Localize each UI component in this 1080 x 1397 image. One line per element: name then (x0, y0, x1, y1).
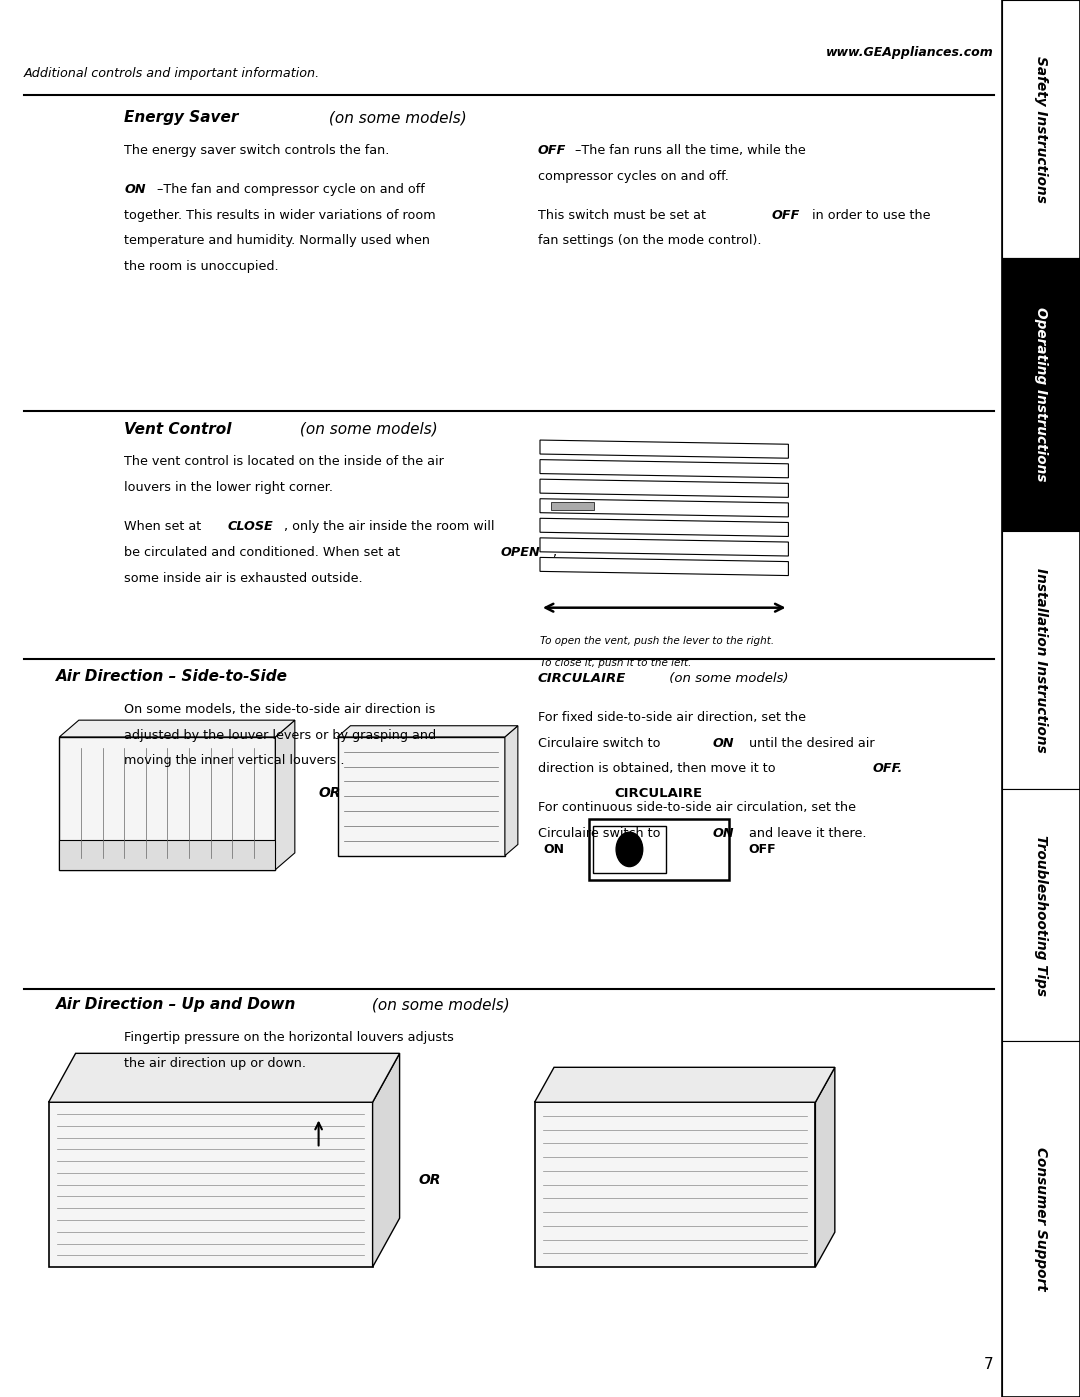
Polygon shape (505, 726, 518, 855)
Text: –The fan and compressor cycle on and off: –The fan and compressor cycle on and off (157, 183, 424, 196)
Text: Operating Instructions: Operating Instructions (1035, 307, 1048, 482)
Text: the room is unoccupied.: the room is unoccupied. (124, 260, 279, 274)
Text: (on some models): (on some models) (367, 997, 510, 1013)
Polygon shape (49, 1053, 400, 1102)
Bar (59, 841, 275, 869)
Text: CIRCULAIRE: CIRCULAIRE (538, 672, 626, 685)
Text: OFF: OFF (748, 842, 777, 856)
FancyBboxPatch shape (59, 738, 275, 869)
Text: Air Direction – Side-to-Side: Air Direction – Side-to-Side (56, 669, 288, 685)
Text: On some models, the side-to-side air direction is: On some models, the side-to-side air dir… (124, 703, 435, 715)
Text: To open the vent, push the lever to the right.: To open the vent, push the lever to the … (540, 636, 774, 645)
Text: ON: ON (544, 842, 565, 856)
Text: temperature and humidity. Normally used when: temperature and humidity. Normally used … (124, 235, 430, 247)
Text: CIRCULAIRE: CIRCULAIRE (615, 788, 703, 800)
Text: ,: , (552, 546, 556, 559)
FancyBboxPatch shape (535, 1102, 815, 1267)
Circle shape (616, 833, 643, 866)
Polygon shape (59, 721, 295, 738)
FancyBboxPatch shape (49, 1102, 373, 1267)
Text: together. This results in wider variations of room: together. This results in wider variatio… (124, 208, 436, 222)
Text: The vent control is located on the inside of the air: The vent control is located on the insid… (124, 455, 444, 468)
Text: OR: OR (419, 1173, 441, 1187)
Polygon shape (540, 479, 788, 497)
Polygon shape (551, 502, 594, 510)
Text: Additional controls and important information.: Additional controls and important inform… (24, 67, 320, 80)
Text: Consumer Support: Consumer Support (1035, 1147, 1048, 1291)
Bar (1002, 0, 1080, 258)
Bar (1002, 0, 1080, 1397)
Text: –The fan runs all the time, while the: –The fan runs all the time, while the (575, 144, 806, 156)
Bar (1002, 258, 1080, 531)
Text: To close it, push it to the left.: To close it, push it to the left. (540, 658, 691, 668)
Text: Air Direction – Up and Down: Air Direction – Up and Down (56, 997, 297, 1013)
Polygon shape (373, 1053, 400, 1267)
Text: ON: ON (713, 827, 734, 840)
Text: Installation Instructions: Installation Instructions (1035, 567, 1048, 753)
Bar (593, 826, 666, 873)
Text: This switch must be set at: This switch must be set at (538, 208, 710, 222)
Text: 7: 7 (984, 1356, 994, 1372)
Text: moving the inner vertical louvers .: moving the inner vertical louvers . (124, 754, 345, 767)
FancyBboxPatch shape (337, 738, 505, 855)
Bar (1002, 531, 1080, 789)
Text: compressor cycles on and off.: compressor cycles on and off. (538, 170, 729, 183)
Text: adjusted by the louver levers or by grasping and: adjusted by the louver levers or by gras… (124, 729, 436, 742)
Polygon shape (540, 440, 788, 458)
Text: Troubleshooting Tips: Troubleshooting Tips (1035, 834, 1048, 996)
Text: The energy saver switch controls the fan.: The energy saver switch controls the fan… (124, 144, 390, 156)
Text: OFF.: OFF. (873, 763, 903, 775)
Text: louvers in the lower right corner.: louvers in the lower right corner. (124, 482, 334, 495)
Text: Circulaire switch to: Circulaire switch to (538, 736, 664, 750)
Text: in order to use the: in order to use the (808, 208, 930, 222)
Text: ON: ON (124, 183, 146, 196)
Text: some inside air is exhausted outside.: some inside air is exhausted outside. (124, 571, 363, 585)
Text: Fingertip pressure on the horizontal louvers adjusts: Fingertip pressure on the horizontal lou… (124, 1031, 454, 1044)
Polygon shape (540, 518, 788, 536)
Bar (1002, 1041, 1080, 1397)
Text: CLOSE: CLOSE (228, 520, 273, 534)
Polygon shape (540, 538, 788, 556)
Text: (on some models): (on some models) (324, 110, 467, 126)
Text: (on some models): (on some models) (295, 422, 437, 437)
Text: OFF: OFF (538, 144, 566, 156)
Text: , only the air inside the room will: , only the air inside the room will (284, 520, 495, 534)
Text: and leave it there.: and leave it there. (745, 827, 866, 840)
Text: direction is obtained, then move it to: direction is obtained, then move it to (538, 763, 780, 775)
Text: Vent Control: Vent Control (124, 422, 232, 437)
Bar (1002, 789, 1080, 1041)
Text: Energy Saver: Energy Saver (124, 110, 239, 126)
Text: For fixed side-to-side air direction, set the: For fixed side-to-side air direction, se… (538, 711, 806, 724)
Bar (589, 819, 729, 880)
Polygon shape (275, 721, 295, 869)
Text: Circulaire switch to: Circulaire switch to (538, 827, 664, 840)
Text: For continuous side-to-side air circulation, set the: For continuous side-to-side air circulat… (538, 802, 855, 814)
Text: be circulated and conditioned. When set at: be circulated and conditioned. When set … (124, 546, 404, 559)
Text: the air direction up or down.: the air direction up or down. (124, 1058, 307, 1070)
Polygon shape (815, 1067, 835, 1267)
Text: until the desired air: until the desired air (745, 736, 875, 750)
Polygon shape (540, 557, 788, 576)
Text: OR: OR (319, 787, 340, 800)
Polygon shape (540, 499, 788, 517)
Text: fan settings (on the mode control).: fan settings (on the mode control). (538, 235, 761, 247)
Text: OPEN: OPEN (500, 546, 540, 559)
Polygon shape (535, 1067, 835, 1102)
Text: OFF: OFF (771, 208, 799, 222)
Text: (on some models): (on some models) (665, 672, 788, 685)
Text: www.GEAppliances.com: www.GEAppliances.com (826, 46, 994, 59)
Text: ON: ON (713, 736, 734, 750)
Text: Safety Instructions: Safety Instructions (1035, 56, 1048, 203)
Text: When set at: When set at (124, 520, 205, 534)
Polygon shape (337, 726, 518, 738)
Polygon shape (540, 460, 788, 478)
